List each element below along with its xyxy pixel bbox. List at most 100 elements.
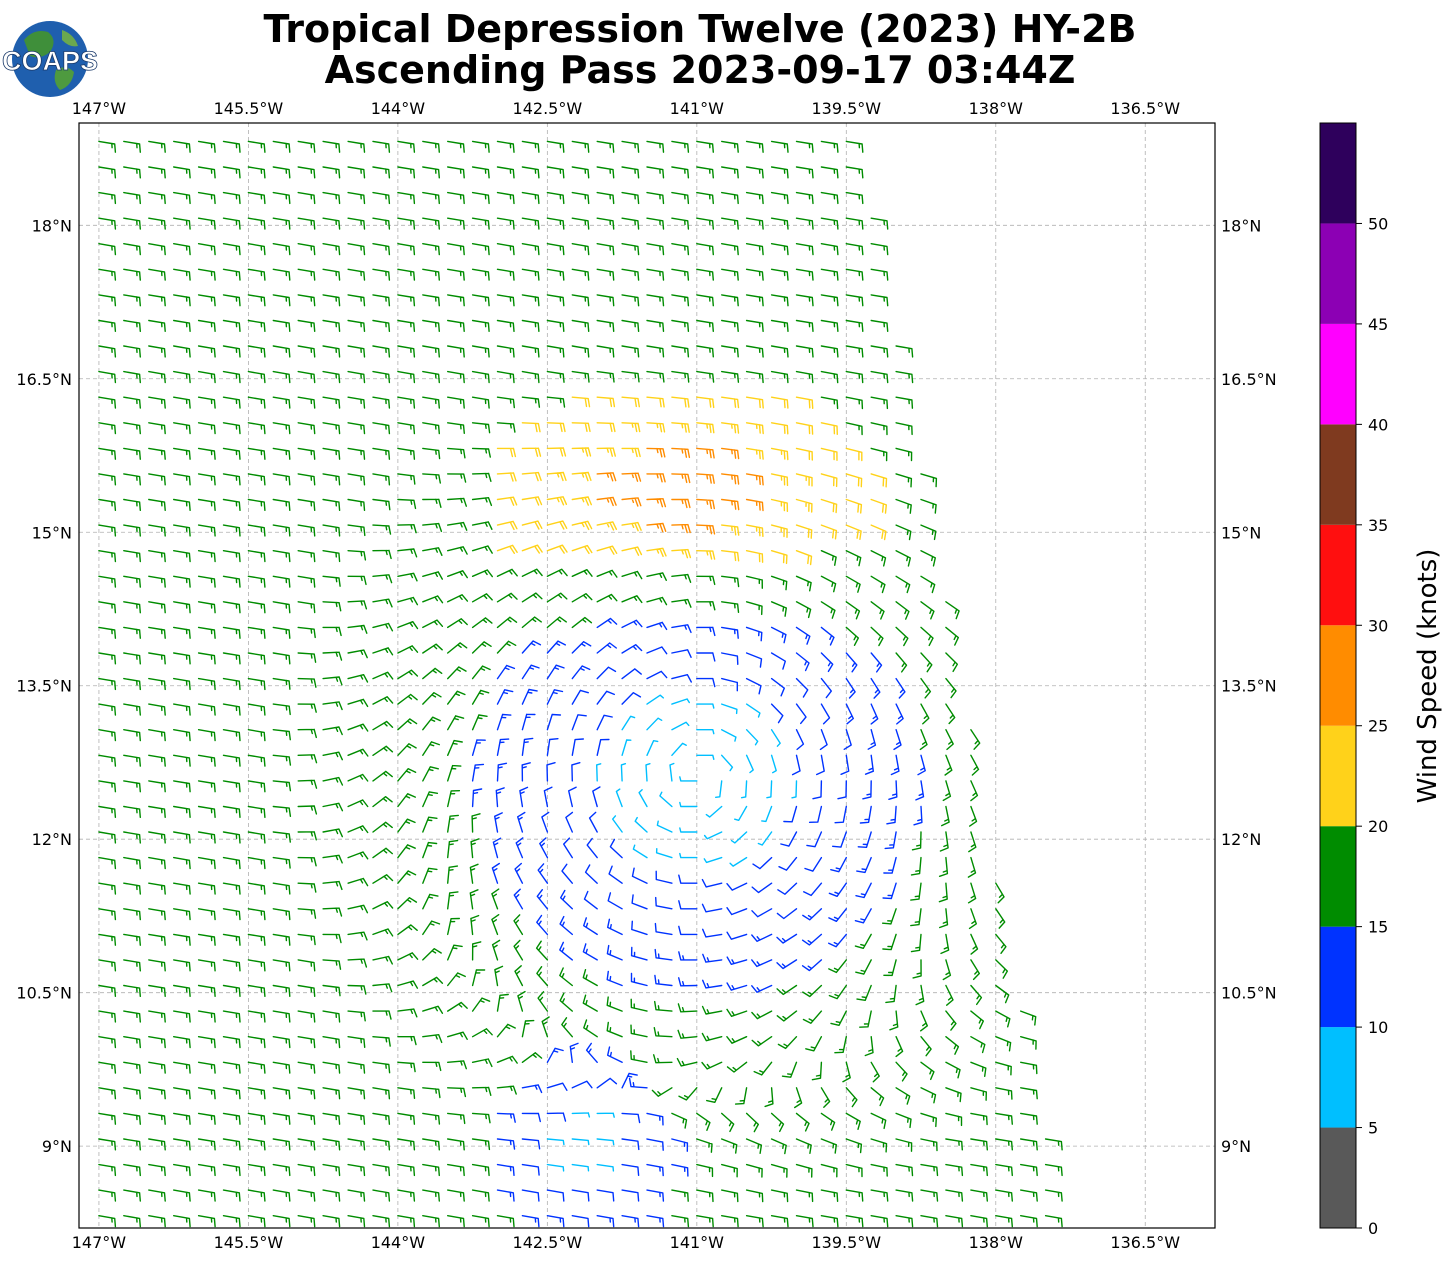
wind-barb (272, 166, 291, 179)
wind-barb (995, 1163, 1013, 1177)
colorbar-frame (1319, 122, 1357, 1229)
wind-barb (546, 664, 565, 680)
lon-tick-label-bottom: 141°W (670, 1233, 725, 1252)
wind-barb (272, 1189, 291, 1202)
wind-barb (197, 370, 216, 384)
wind-barb (347, 294, 366, 307)
wind-barb (646, 268, 665, 281)
wind-barb (770, 524, 788, 538)
wind-barb (752, 856, 773, 870)
wind-barb (372, 622, 394, 632)
wind-barb (571, 593, 593, 603)
wind-barb (856, 856, 872, 874)
wind-barb (571, 1112, 591, 1118)
wind-barb (920, 1061, 935, 1081)
wind-barb (646, 370, 665, 383)
wind-barb (222, 1163, 241, 1177)
wind-barb (820, 677, 832, 699)
wind-barbs (98, 140, 1063, 1228)
colorbar-tick-label: 50 (1368, 214, 1388, 233)
wind-barb (745, 1189, 764, 1203)
wind-barb (781, 1061, 798, 1078)
wind-barb (596, 217, 615, 230)
wind-barb (372, 345, 391, 358)
wind-barb (536, 914, 549, 936)
wind-barb (372, 955, 393, 965)
wind-barb (745, 268, 764, 281)
wind-barb (422, 473, 441, 484)
wind-barb (582, 994, 598, 1012)
wind-barb (919, 729, 928, 751)
wind-barb (272, 933, 291, 946)
wind-barb (521, 319, 540, 332)
wind-barb (222, 524, 241, 537)
wind-barb (621, 1163, 640, 1176)
wind-barb (98, 473, 117, 486)
wind-barb (447, 739, 463, 756)
wind-barb (721, 1138, 738, 1154)
wind-barb (920, 498, 937, 514)
wind-barb (471, 1112, 491, 1124)
lon-tick-label-top: 145.5°W (214, 99, 284, 118)
wind-barb (970, 933, 979, 955)
wind-barb (646, 166, 665, 179)
wind-barb (397, 1112, 416, 1125)
wind-barb (471, 1163, 490, 1177)
lon-tick-label-top: 147°W (72, 99, 127, 118)
wind-barb (702, 953, 723, 963)
wind-barb (148, 191, 166, 205)
wind-barb (721, 652, 739, 665)
wind-barb (621, 191, 640, 205)
wind-barb (560, 889, 573, 910)
wind-barb (721, 166, 739, 179)
wind-barb (148, 729, 166, 742)
wind-barb (884, 831, 897, 850)
wind-barb (696, 140, 714, 153)
wind-barb (706, 1087, 723, 1103)
wind-barb (471, 243, 490, 256)
wind-barb (123, 677, 141, 691)
wind-barb (696, 626, 716, 637)
wind-barb (347, 1112, 366, 1125)
wind-barb (882, 882, 897, 900)
wind-barb (895, 1036, 904, 1058)
wind-barb (322, 370, 341, 384)
wind-barb (910, 882, 922, 901)
wind-barb (272, 217, 291, 230)
wind-barb (571, 569, 593, 577)
wind-barb (422, 976, 444, 987)
wind-barb (745, 166, 764, 179)
wind-barb (173, 1215, 191, 1228)
wind-barb (920, 550, 936, 567)
wind-barb (272, 984, 291, 997)
wind-barb (496, 1055, 518, 1064)
wind-barb (770, 473, 789, 487)
wind-barb (745, 1138, 763, 1154)
lon-tick-label-top: 136.5°W (1110, 99, 1180, 118)
wind-barb (322, 345, 341, 358)
wind-barb (559, 967, 573, 987)
wind-barb (197, 140, 216, 153)
wind-barb (795, 626, 811, 645)
wind-barb (646, 498, 667, 508)
wind-barb (895, 447, 913, 462)
wind-barb (945, 1138, 963, 1151)
wind-barb (828, 959, 847, 974)
wind-barb (671, 598, 692, 608)
wind-barb (621, 644, 643, 654)
colorbar-tick-label: 25 (1368, 717, 1388, 736)
wind-barb (795, 422, 814, 435)
wind-barb (571, 1163, 590, 1172)
wind-barb (915, 780, 925, 801)
wind-barb (272, 856, 291, 869)
wind-barb (995, 1189, 1013, 1202)
wind-barb (372, 928, 394, 937)
wind-barb (372, 874, 394, 884)
wind-barb (745, 1163, 763, 1178)
wind-barb (870, 703, 879, 725)
wind-barb (447, 191, 465, 205)
wind-barb (776, 908, 798, 920)
wind-barb (889, 1010, 899, 1031)
wind-barb (347, 498, 366, 511)
wind-barb (646, 345, 665, 358)
